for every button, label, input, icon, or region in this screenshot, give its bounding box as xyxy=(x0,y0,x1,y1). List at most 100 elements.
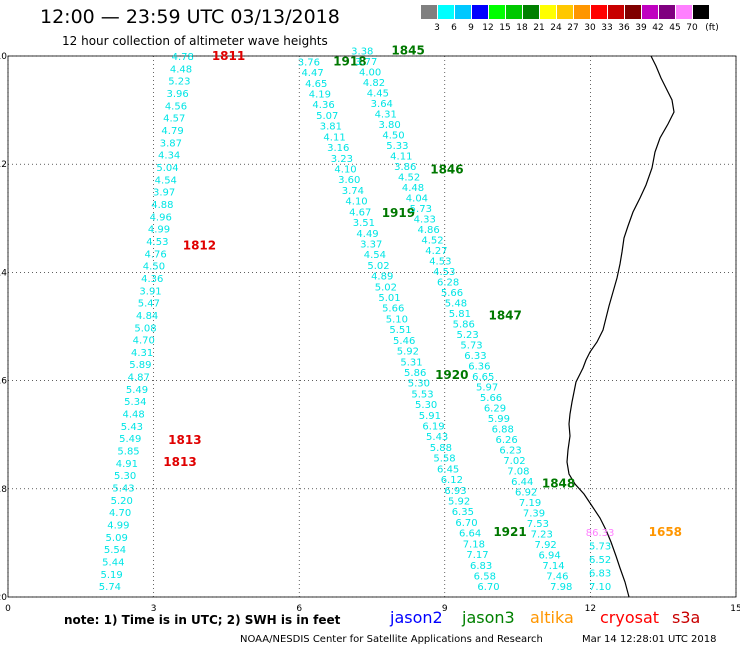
track-value-label: 3.16 xyxy=(327,143,349,154)
scale-swatch xyxy=(642,5,658,19)
scale-swatch xyxy=(438,5,454,19)
track-value-label: 5.73 xyxy=(410,204,432,215)
track-value-label: 5.51 xyxy=(389,325,411,336)
track-value-label: 86.33 xyxy=(586,528,615,539)
track-value-label: 4.47 xyxy=(301,68,323,79)
track-value-label: 4.79 xyxy=(161,126,183,137)
satellite-legend-altika: altika xyxy=(530,608,574,627)
track-value-label: 4.04 xyxy=(406,194,428,205)
track-value-label: 5.54 xyxy=(104,545,126,556)
scale-label: 9 xyxy=(468,23,474,33)
satellite-legend-jason2: jason2 xyxy=(390,608,443,627)
track-value-label: 7.08 xyxy=(507,467,529,478)
track-value-label: 7.98 xyxy=(550,582,572,593)
track-value-label: 4.86 xyxy=(417,225,439,236)
track-value-label: 4.99 xyxy=(107,521,129,532)
track-value-label: 5.49 xyxy=(119,434,141,445)
track-value-label: 7.46 xyxy=(546,572,568,583)
track-value-label: 4.31 xyxy=(375,110,397,121)
track-value-label: 6.33 xyxy=(464,351,486,362)
track-value-label: 5.91 xyxy=(419,411,441,422)
x-tick-label: 15 xyxy=(730,604,740,614)
track-value-label: 5.30 xyxy=(415,400,437,411)
track-value-label: 5.85 xyxy=(117,447,139,458)
track-value-label: 6.45 xyxy=(437,464,459,475)
track-value-label: 5.86 xyxy=(453,320,475,331)
track-time-label: 1811 xyxy=(212,49,245,63)
track-value-label: 4.34 xyxy=(158,151,180,162)
track-value-label: 7.02 xyxy=(503,456,525,467)
track-value-label: 6.26 xyxy=(496,435,518,446)
note-text: note: 1) Time is in UTC; 2) SWH is in fe… xyxy=(64,613,341,627)
track-value-label: 6.36 xyxy=(468,362,490,373)
track-value-label: 4.87 xyxy=(128,373,150,384)
track-value-label: 3.97 xyxy=(153,188,175,199)
track-value-label: 3.81 xyxy=(320,122,342,133)
track-value-label: 5.73 xyxy=(589,542,611,553)
track-value-label: 4.11 xyxy=(390,152,412,163)
track-value-label: 4.48 xyxy=(122,410,144,421)
scale-swatch xyxy=(574,5,590,19)
scale-swatch xyxy=(489,5,505,19)
track-value-label: 3.64 xyxy=(371,99,393,110)
scale-label: 45 xyxy=(669,23,681,33)
chart-subtitle: 12 hour collection of altimeter wave hei… xyxy=(62,34,328,48)
track-time-label: 1813 xyxy=(168,433,201,447)
track-value-label: 5.89 xyxy=(129,360,151,371)
track-value-label: 4.36 xyxy=(141,274,163,285)
track-value-label: 6.93 xyxy=(444,486,466,497)
scale-swatch xyxy=(676,5,692,19)
x-tick-label: 9 xyxy=(442,604,448,614)
track-value-label: 6.65 xyxy=(472,372,494,383)
track-value-label: 5.92 xyxy=(448,497,470,508)
track-value-label: 6.44 xyxy=(511,477,533,488)
scale-label: 30 xyxy=(584,23,596,33)
track-value-label: 5.81 xyxy=(449,309,471,320)
coastline xyxy=(566,55,675,598)
track-value-label: 4.48 xyxy=(402,183,424,194)
track-value-label: 5.23 xyxy=(168,77,190,88)
scale-swatch xyxy=(506,5,522,19)
track-value-label: 7.19 xyxy=(519,498,541,509)
track-value-label: 4.91 xyxy=(116,459,138,470)
scale-label: 27 xyxy=(567,23,579,33)
track-value-label: 5.33 xyxy=(386,141,408,152)
track-value-label: 5.09 xyxy=(106,533,128,544)
scale-swatch xyxy=(591,5,607,19)
track-value-label: 6.83 xyxy=(470,561,492,572)
track-value-label: 4.84 xyxy=(136,311,158,322)
track-value-label: 4.53 xyxy=(429,257,451,268)
track-value-label: 4.54 xyxy=(364,250,386,261)
track-time-label: 1921 xyxy=(493,525,526,539)
track-value-label: 4.27 xyxy=(425,246,447,257)
track-value-label: 6.19 xyxy=(422,422,444,433)
y-tick-label: -16 xyxy=(0,377,7,387)
track-value-label: 4.53 xyxy=(433,267,455,278)
scale-label: 15 xyxy=(499,23,511,33)
scale-swatch xyxy=(472,5,488,19)
track-value-label: 3.37 xyxy=(360,239,382,250)
track-value-label: 3.51 xyxy=(353,218,375,229)
y-tick-label: -18 xyxy=(0,485,7,495)
track-value-label: 4.57 xyxy=(163,114,185,125)
track-value-label: 5.46 xyxy=(393,336,415,347)
track-value-label: 6.23 xyxy=(499,446,521,457)
track-value-label: 5.44 xyxy=(102,558,124,569)
x-tick-label: 3 xyxy=(151,604,157,614)
track-time-label: 1920 xyxy=(435,368,468,382)
track-value-label: 4.45 xyxy=(367,89,389,100)
track-value-label: 6.92 xyxy=(515,488,537,499)
track-value-label: 5.04 xyxy=(156,163,178,174)
track-time-label: 1813 xyxy=(163,455,196,469)
track-time-label: 1845 xyxy=(391,44,424,58)
track-value-label: 7.53 xyxy=(527,519,549,530)
x-tick-label: 0 xyxy=(5,604,11,614)
track-value-label: 4.65 xyxy=(305,79,327,90)
track-value-label: 5.10 xyxy=(386,314,408,325)
track-value-label: 5.58 xyxy=(433,454,455,465)
scale-label: 3 xyxy=(434,23,440,33)
track-value-label: 4.50 xyxy=(143,262,165,273)
track-value-label: 5.73 xyxy=(460,341,482,352)
scale-label: 6 xyxy=(451,23,457,33)
